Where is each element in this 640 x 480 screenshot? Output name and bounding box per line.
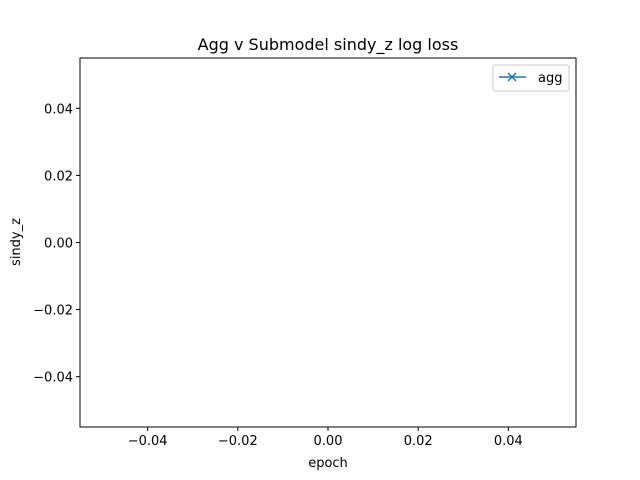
x-tick-label: −0.04: [128, 434, 168, 449]
y-tick-label: 0.02: [44, 169, 73, 184]
x-tick-label: −0.02: [218, 434, 258, 449]
legend-label-agg: agg: [538, 71, 562, 86]
legend-box: [492, 64, 570, 92]
legend: agg: [492, 64, 570, 92]
y-tick-label: −0.04: [33, 371, 73, 386]
x-axis: −0.04 −0.02 0.00 0.02 0.04: [128, 427, 523, 449]
legend-marker-agg: [507, 72, 517, 82]
x-tick-label: 0.00: [314, 434, 343, 449]
y-tick-label: 0.04: [44, 102, 73, 117]
chart-title: Agg v Submodel sindy_z log loss: [198, 35, 459, 55]
y-axis-label: sindy_z: [9, 218, 24, 266]
x-tick-label: 0.04: [494, 434, 523, 449]
x-axis-label: epoch: [308, 456, 348, 471]
y-axis: −0.04 −0.02 0.00 0.02 0.04: [33, 102, 80, 386]
plot-area: [79, 57, 577, 428]
x-tick-label: 0.02: [404, 434, 433, 449]
y-tick-label: 0.00: [44, 237, 73, 252]
y-tick-label: −0.02: [33, 304, 73, 319]
